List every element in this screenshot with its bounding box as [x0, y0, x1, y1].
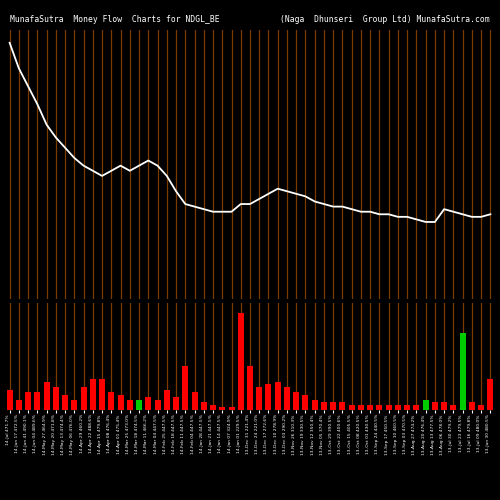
Bar — [432, 402, 438, 410]
Bar — [330, 402, 336, 410]
Bar — [395, 405, 401, 410]
Bar — [182, 366, 188, 410]
Bar — [6, 390, 12, 410]
Bar — [321, 402, 327, 410]
Bar — [422, 400, 428, 410]
Bar — [414, 405, 420, 410]
Bar — [450, 405, 456, 410]
Text: MunafaSutra  Money Flow  Charts for NDGL_BE: MunafaSutra Money Flow Charts for NDGL_B… — [10, 15, 220, 24]
Bar — [460, 333, 466, 410]
Bar — [146, 397, 152, 410]
Bar — [348, 405, 354, 410]
Bar — [53, 387, 59, 410]
Bar — [266, 384, 272, 410]
Bar — [469, 402, 475, 410]
Bar — [404, 405, 410, 410]
Bar — [478, 405, 484, 410]
Bar — [154, 400, 160, 410]
Bar — [164, 390, 170, 410]
Text: (Naga  Dhunseri  Group Ltd) MunafaSutra.com: (Naga Dhunseri Group Ltd) MunafaSutra.co… — [280, 15, 490, 24]
Bar — [312, 400, 318, 410]
Bar — [136, 400, 142, 410]
Bar — [108, 392, 114, 410]
Bar — [201, 402, 207, 410]
Bar — [127, 400, 133, 410]
Bar — [247, 366, 253, 410]
Bar — [256, 387, 262, 410]
Bar — [25, 392, 31, 410]
Bar — [62, 394, 68, 410]
Bar — [228, 408, 234, 410]
Bar — [44, 382, 50, 410]
Bar — [80, 387, 86, 410]
Bar — [90, 380, 96, 410]
Bar — [376, 405, 382, 410]
Bar — [340, 402, 345, 410]
Bar — [367, 405, 373, 410]
Bar — [274, 382, 280, 410]
Bar — [210, 405, 216, 410]
Bar — [441, 402, 447, 410]
Bar — [302, 394, 308, 410]
Bar — [293, 392, 299, 410]
Bar — [16, 400, 22, 410]
Bar — [72, 400, 78, 410]
Bar — [192, 392, 198, 410]
Bar — [99, 380, 105, 410]
Bar — [488, 380, 494, 410]
Bar — [238, 312, 244, 410]
Bar — [173, 397, 179, 410]
Bar — [358, 405, 364, 410]
Bar — [220, 408, 226, 410]
Bar — [118, 394, 124, 410]
Bar — [386, 405, 392, 410]
Bar — [284, 387, 290, 410]
Bar — [34, 392, 40, 410]
